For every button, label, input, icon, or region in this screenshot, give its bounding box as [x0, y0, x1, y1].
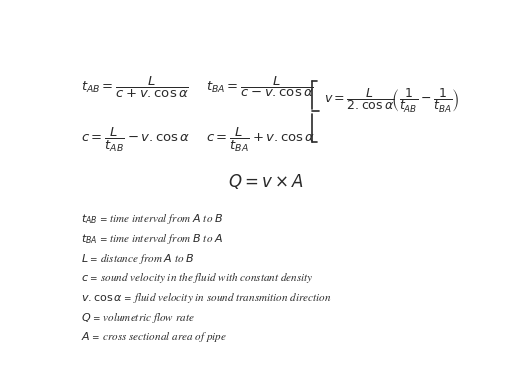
Text: $Q = v \times A$: $Q = v \times A$ [228, 172, 304, 191]
Text: $c = \dfrac{L}{t_{AB}} - v.\cos\alpha$: $c = \dfrac{L}{t_{AB}} - v.\cos\alpha$ [81, 126, 190, 154]
Text: $t_{AB}$ = time interval from $A$ to $B$: $t_{AB}$ = time interval from $A$ to $B$ [81, 213, 223, 226]
Text: $t_{BA} = \dfrac{L}{c - v.\cos\alpha}$: $t_{BA} = \dfrac{L}{c - v.\cos\alpha}$ [206, 75, 313, 99]
Text: $L$ = distance from $A$ to $B$: $L$ = distance from $A$ to $B$ [81, 252, 195, 266]
Text: $Q$ = volumetric flow rate: $Q$ = volumetric flow rate [81, 310, 195, 325]
Text: $c$ = sound velocity in the fluid with constant density: $c$ = sound velocity in the fluid with c… [81, 272, 313, 285]
Text: $c = \dfrac{L}{t_{BA}} + v.\cos\alpha$: $c = \dfrac{L}{t_{BA}} + v.\cos\alpha$ [206, 126, 315, 154]
Text: $v.\cos\alpha$ = fluid velocity in sound transmition direction: $v.\cos\alpha$ = fluid velocity in sound… [81, 291, 332, 305]
Text: $v = \dfrac{L}{2.\cos\alpha}\!\left(\dfrac{1}{t_{AB}} - \dfrac{1}{t_{BA}}\right): $v = \dfrac{L}{2.\cos\alpha}\!\left(\dfr… [324, 87, 460, 115]
Text: $A$ = cross sectional area of pipe: $A$ = cross sectional area of pipe [81, 330, 227, 344]
Text: $t_{AB} = \dfrac{L}{c + v.\cos\alpha}$: $t_{AB} = \dfrac{L}{c + v.\cos\alpha}$ [81, 75, 189, 100]
Text: $t_{BA}$ = time interval from $B$ to $A$: $t_{BA}$ = time interval from $B$ to $A$ [81, 232, 223, 246]
